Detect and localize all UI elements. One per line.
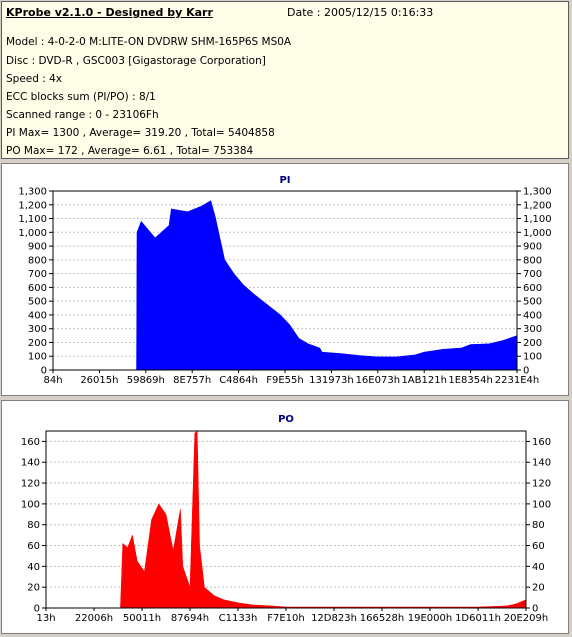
pi-ytick-label-right: 400 [523, 310, 542, 321]
po-ytick-label-left: 80 [27, 520, 40, 531]
po-xtick-label: 12D823h [311, 613, 357, 624]
scanned-range-line: Scanned range : 0 - 23106Fh [6, 109, 159, 121]
pi-xtick-label: 8E757h [173, 375, 211, 386]
pi-ytick-label-right: 200 [523, 338, 542, 349]
pi-xtick-label: C4864h [219, 375, 258, 386]
po-ytick-label-left: 120 [21, 479, 40, 490]
po-xtick-label: 19E000h [408, 613, 452, 624]
pi-ytick-label-left: 1,000 [18, 228, 47, 239]
po-xtick-label: 166528h [360, 613, 405, 624]
po-ytick-label-left: 160 [21, 437, 40, 448]
po-summary-line: PO Max= 172 , Average= 6.61 , Total= 753… [6, 145, 254, 157]
po-xtick-label: C1133h [219, 613, 258, 624]
pi-xtick-label: 2231E4h [495, 375, 539, 386]
pi-ytick-label-left: 400 [28, 310, 47, 321]
po-ytick-label-right: 100 [532, 499, 551, 510]
pi-ytick-label-left: 600 [28, 283, 47, 294]
pi-ytick-label-left: 100 [28, 352, 47, 363]
pi-xtick-label: 84h [43, 375, 62, 386]
po-xtick-label: 50011h [123, 613, 161, 624]
pi-ytick-label-left: 800 [28, 255, 47, 266]
po-xtick-label: 22006h [75, 613, 113, 624]
po-ytick-label-right: 40 [532, 562, 545, 573]
pi-xtick-label: F9E55h [266, 375, 304, 386]
pi-ytick-label-left: 500 [28, 297, 47, 308]
pi-ytick-label-right: 900 [523, 242, 542, 253]
pi-data-area [53, 200, 518, 371]
po-ytick-label-left: 20 [27, 583, 40, 594]
po-ytick-label-left: 60 [27, 541, 40, 552]
pi-ytick-label-left: 700 [28, 269, 47, 280]
po-xtick-label: 1D6011h [455, 613, 501, 624]
po-plot-area [45, 430, 527, 609]
po-ytick-label-right: 60 [532, 541, 545, 552]
po-ytick-label-right: 20 [532, 583, 545, 594]
pi-ytick-label-right: 700 [523, 269, 542, 280]
pi-summary-line: PI Max= 1300 , Average= 319.20 , Total= … [6, 127, 275, 139]
pi-ytick-label-right: 0 [523, 366, 529, 377]
po-ytick-label-right: 140 [532, 458, 551, 469]
po-ytick-label-right: 80 [532, 520, 545, 531]
speed-line: Speed : 4x [6, 73, 63, 85]
po-xtick-label: F7E10h [267, 613, 305, 624]
pi-ytick-label-right: 1,000 [523, 228, 552, 239]
po-xtick-label: 20E209h [504, 613, 548, 624]
pi-ytick-label-right: 1,300 [523, 187, 552, 198]
po-xtick-label: 13h [36, 613, 55, 624]
pi-xtick-label: 1AB121h [401, 375, 447, 386]
pi-xtick-label: 1E8354h [448, 375, 492, 386]
pi-ytick-label-right: 800 [523, 255, 542, 266]
pi-plot-border [52, 190, 518, 371]
po-ytick-label-left: 100 [21, 499, 40, 510]
pi-ytick-label-left: 200 [28, 338, 47, 349]
po-chart-title: PO [278, 414, 294, 425]
po-data-area [46, 430, 527, 609]
pi-chart-title: PI [279, 175, 290, 186]
pi-ytick-label-left: 0 [41, 366, 47, 377]
pi-xtick-label: 131973h [309, 375, 354, 386]
po-chart-panel: PO 0 0 20 20 40 40 60 60 80 80 100 100 120 120 140 140 16… [1, 400, 569, 634]
po-chart: PO 0 0 20 20 40 40 60 60 80 80 100 100 120 120 140 140 16… [21, 414, 551, 624]
po-plot-border [45, 430, 527, 609]
po-ytick-label-right: 160 [532, 437, 551, 448]
pi-chart: PI 0 0 100 100 200 200 300 300 400 400 500 500 600 600… [18, 175, 552, 386]
model-line: Model : 4-0-2-0 M:LITE-ON DVDRW SHM-165P… [6, 36, 292, 48]
pi-xtick-label: 26015h [80, 375, 118, 386]
pi-ytick-label-right: 100 [523, 352, 542, 363]
app-title: KProbe v2.1.0 - Designed by Karr [6, 6, 213, 19]
pi-ytick-label-right: 1,200 [523, 200, 552, 211]
po-xtick-label: 87694h [171, 613, 209, 624]
po-ytick-label-left: 0 [34, 604, 40, 615]
po-ytick-label-right: 120 [532, 479, 551, 490]
pi-ytick-label-right: 300 [523, 324, 542, 335]
pi-ytick-label-left: 1,300 [18, 187, 47, 198]
disc-line: Disc : DVD-R , GSC003 [Gigastorage Corpo… [6, 55, 266, 67]
pi-ytick-label-left: 1,100 [18, 214, 47, 225]
pi-chart-panel: PI 0 0 100 100 200 200 300 300 400 400 500 500 600 600… [1, 163, 569, 396]
pi-ytick-label-right: 500 [523, 297, 542, 308]
pi-ytick-label-right: 1,100 [523, 214, 552, 225]
pi-ytick-label-left: 300 [28, 324, 47, 335]
pi-ytick-label-left: 1,200 [18, 200, 47, 211]
po-ytick-label-right: 0 [532, 604, 538, 615]
pi-xtick-label: 59869h [127, 375, 165, 386]
pi-ytick-label-left: 900 [28, 242, 47, 253]
pi-xtick-label: 16E073h [356, 375, 400, 386]
po-ytick-label-left: 40 [27, 562, 40, 573]
po-ytick-label-left: 140 [21, 458, 40, 469]
pi-ytick-label-right: 600 [523, 283, 542, 294]
ecc-sum-line: ECC blocks sum (PI/PO) : 8/1 [6, 91, 156, 103]
scan-date: Date : 2005/12/15 0:16:33 [287, 6, 434, 19]
info-panel: KProbe v2.1.0 - Designed by Karr Date : … [1, 1, 569, 159]
